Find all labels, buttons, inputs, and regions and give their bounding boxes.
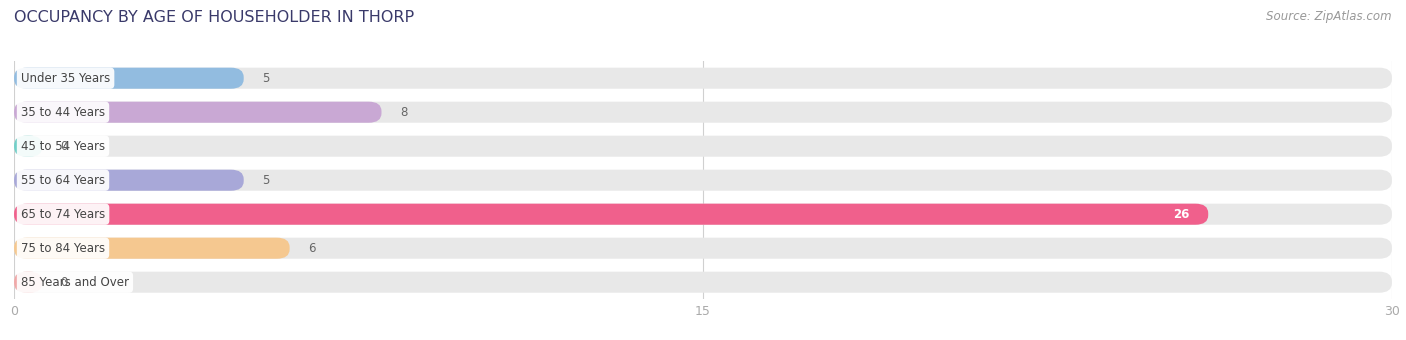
FancyBboxPatch shape [14, 170, 1392, 191]
FancyBboxPatch shape [14, 102, 381, 123]
Text: 85 Years and Over: 85 Years and Over [21, 276, 129, 289]
Text: 75 to 84 Years: 75 to 84 Years [21, 242, 105, 255]
Text: 0: 0 [60, 276, 67, 289]
FancyBboxPatch shape [14, 136, 1392, 157]
FancyBboxPatch shape [14, 272, 42, 293]
FancyBboxPatch shape [14, 238, 1392, 259]
Text: 26: 26 [1174, 208, 1189, 221]
Text: Source: ZipAtlas.com: Source: ZipAtlas.com [1267, 10, 1392, 23]
Text: 8: 8 [399, 106, 408, 119]
Text: 35 to 44 Years: 35 to 44 Years [21, 106, 105, 119]
FancyBboxPatch shape [14, 102, 1392, 123]
Text: 5: 5 [262, 174, 270, 187]
Text: OCCUPANCY BY AGE OF HOUSEHOLDER IN THORP: OCCUPANCY BY AGE OF HOUSEHOLDER IN THORP [14, 10, 415, 25]
FancyBboxPatch shape [14, 170, 243, 191]
Text: 0: 0 [60, 140, 67, 153]
FancyBboxPatch shape [14, 238, 290, 259]
FancyBboxPatch shape [14, 68, 1392, 89]
Text: Under 35 Years: Under 35 Years [21, 72, 110, 85]
FancyBboxPatch shape [14, 68, 243, 89]
FancyBboxPatch shape [14, 136, 42, 157]
Text: 5: 5 [262, 72, 270, 85]
Text: 55 to 64 Years: 55 to 64 Years [21, 174, 105, 187]
Text: 45 to 54 Years: 45 to 54 Years [21, 140, 105, 153]
FancyBboxPatch shape [14, 204, 1208, 225]
Text: 65 to 74 Years: 65 to 74 Years [21, 208, 105, 221]
Text: 6: 6 [308, 242, 315, 255]
FancyBboxPatch shape [14, 272, 1392, 293]
FancyBboxPatch shape [14, 204, 1392, 225]
